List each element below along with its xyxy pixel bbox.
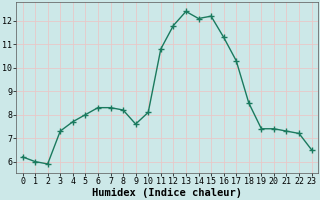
X-axis label: Humidex (Indice chaleur): Humidex (Indice chaleur) bbox=[92, 188, 242, 198]
